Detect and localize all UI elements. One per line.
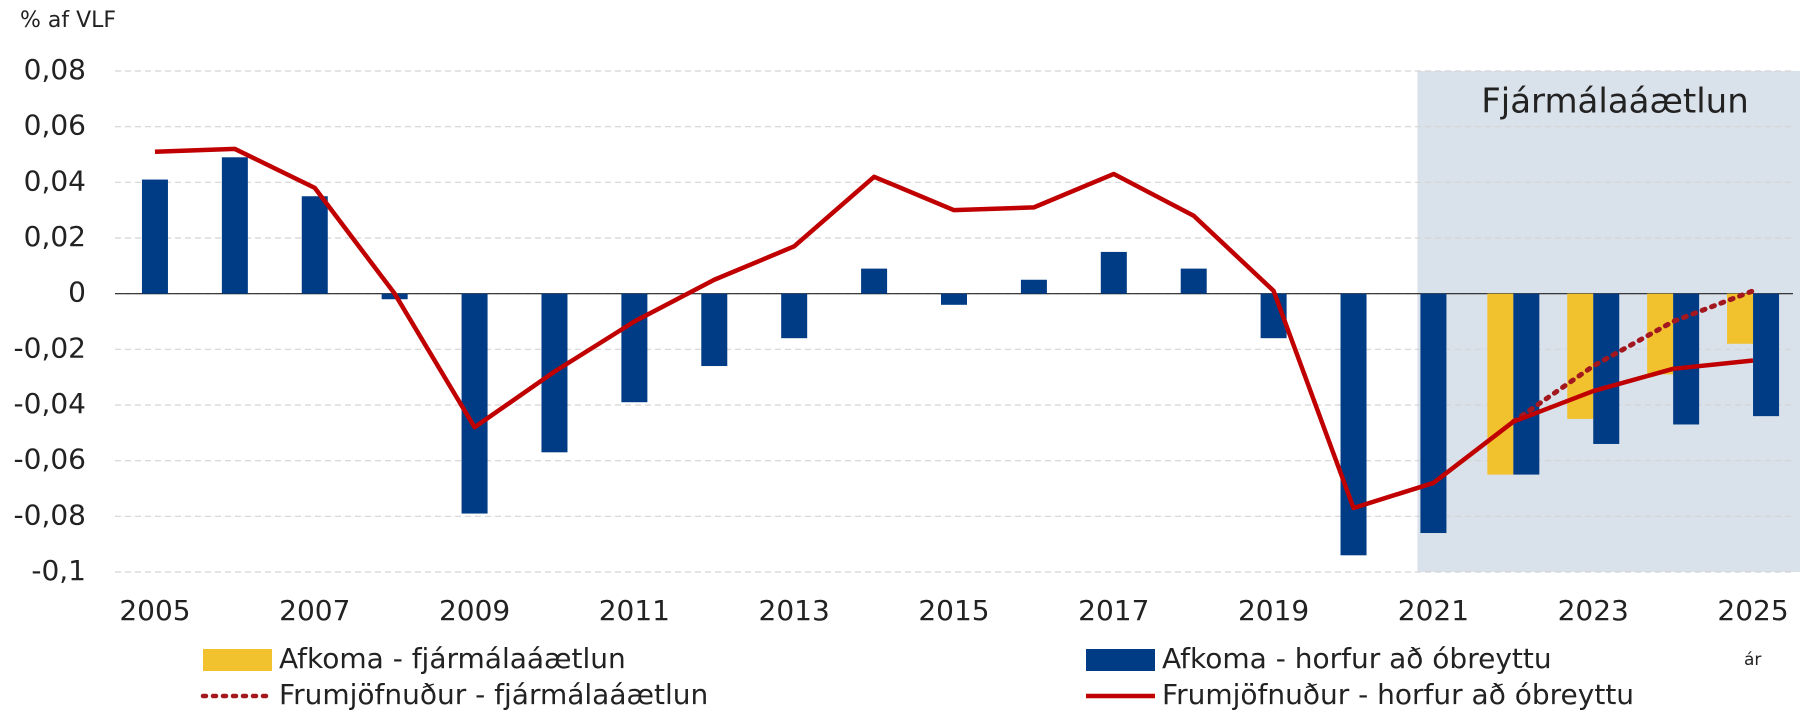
bar — [1180, 268, 1207, 294]
x-axis-label: ár — [1744, 650, 1761, 670]
legend-label: Afkoma - fjármálaáætlun — [279, 642, 626, 675]
y-tick-label: 0,06 — [24, 109, 86, 142]
x-tick-label: 2015 — [918, 594, 989, 627]
x-tick-label: 2023 — [1558, 594, 1629, 627]
x-tick-label: 2009 — [439, 594, 510, 627]
bar — [1420, 293, 1447, 534]
y-tick-label: 0 — [68, 276, 86, 309]
bar — [621, 293, 648, 403]
x-tick-label: 2007 — [279, 594, 350, 627]
legend-swatch — [1086, 649, 1155, 671]
y-tick-label: -0,04 — [14, 387, 86, 420]
y-tick-label: 0,04 — [24, 164, 86, 197]
bar — [1020, 279, 1047, 294]
x-tick-label: 2019 — [1238, 594, 1309, 627]
x-tick-label: 2013 — [759, 594, 830, 627]
y-axis-label: % af VLF — [20, 8, 116, 33]
y-tick-label: -0,06 — [14, 443, 86, 476]
bar — [1593, 293, 1620, 444]
y-tick-label: 0,02 — [24, 220, 86, 253]
bar — [861, 268, 888, 294]
x-tick-label: 2017 — [1078, 594, 1149, 627]
bar — [1727, 293, 1754, 344]
x-tick-label: 2021 — [1398, 594, 1469, 627]
bar — [221, 157, 248, 294]
bar — [1100, 251, 1127, 294]
forecast-label: Fjármálaáætlun — [1481, 82, 1749, 122]
bar — [781, 293, 808, 339]
line — [1510, 288, 1756, 425]
bar — [1753, 293, 1780, 417]
bar — [701, 293, 728, 367]
bar — [1340, 293, 1367, 556]
y-tick-label: 0,08 — [24, 53, 86, 86]
legend-label: Frumjöfnuður - fjármálaáætlun — [279, 678, 708, 711]
bar — [941, 293, 967, 305]
x-tick-label: 2025 — [1717, 594, 1788, 627]
bar — [141, 179, 168, 294]
bar — [1513, 293, 1540, 475]
legend-swatch — [203, 649, 272, 671]
bar — [301, 196, 328, 294]
bar — [1487, 293, 1514, 475]
y-tick-label: -0,08 — [14, 498, 86, 531]
x-tick-label: 2005 — [119, 594, 190, 627]
y-tick-label: -0,02 — [14, 331, 86, 364]
legend-label: Afkoma - horfur að óbreyttu — [1162, 642, 1552, 675]
x-tick-label: 2011 — [599, 594, 670, 627]
legend-label: Frumjöfnuður - horfur að óbreyttu — [1162, 678, 1634, 711]
bar — [461, 293, 488, 514]
line — [154, 146, 1754, 511]
y-tick-label: -0,1 — [31, 554, 86, 587]
